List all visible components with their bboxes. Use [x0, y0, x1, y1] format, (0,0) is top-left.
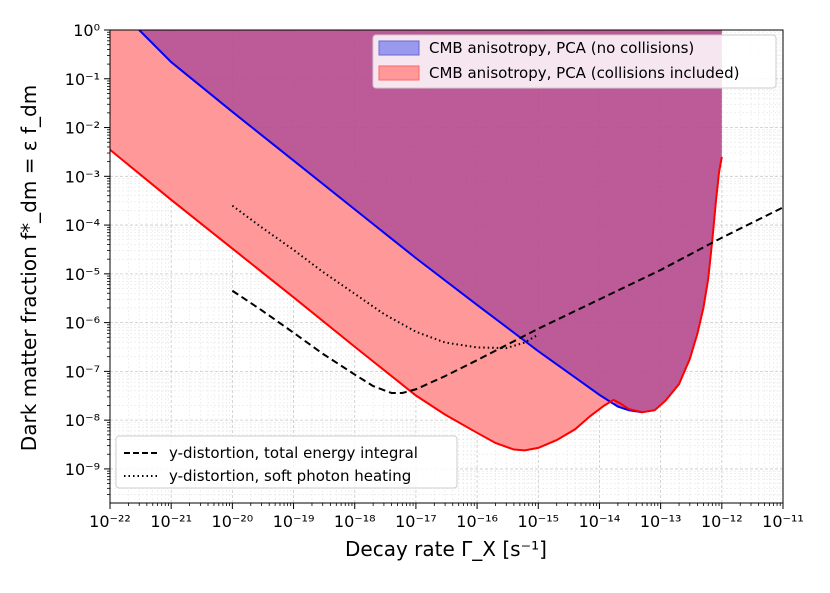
- x-tick-label: 10⁻²⁰: [212, 512, 254, 531]
- y-tick-label: 10⁰: [73, 21, 100, 40]
- y-tick-label: 10⁻²: [65, 119, 100, 138]
- tick-labels: 10⁻²² 10⁻²¹ 10⁻²⁰ 10⁻¹⁹ 10⁻¹⁸ 10⁻¹⁷ 10⁻¹⁶ 10⁻¹⁵…: [65, 21, 804, 531]
- legend-bottom-box: [115, 435, 458, 489]
- x-tick-label: 10⁻¹²: [701, 512, 743, 531]
- x-tick-label: 10⁻¹⁹: [273, 512, 315, 531]
- shaded-regions: [110, 30, 722, 451]
- legend-label-total-energy: y-distortion, total energy integral: [169, 444, 418, 462]
- legend-top: CMB anisotropy, PCA (no collisions) CMB …: [372, 34, 777, 89]
- x-tick-label: 10⁻¹⁴: [579, 512, 621, 531]
- x-tick-label: 10⁻¹⁷: [395, 512, 437, 531]
- region-no-collisions: [139, 30, 722, 413]
- legend-swatch-collisions-included: [378, 65, 420, 81]
- curves: [110, 30, 783, 452]
- x-tick-label: 10⁻²²: [89, 512, 131, 531]
- ticks: [104, 29, 784, 509]
- x-axis-title: Decay rate Γ_X [s⁻¹]: [345, 537, 547, 561]
- line-soft-photon-heating: [231, 204, 539, 350]
- legend-bottom: y-distortion, total energy integral y-di…: [115, 435, 458, 489]
- boundary-no-collisions: [138, 30, 643, 414]
- x-tick-label: 10⁻¹⁸: [334, 512, 376, 531]
- y-tick-label: 10⁻⁴: [65, 216, 100, 235]
- legend-label-no-collisions: CMB anisotropy, PCA (no collisions): [429, 39, 694, 57]
- legend-swatch-no-collisions: [378, 40, 420, 56]
- y-tick-label: 10⁻⁸: [65, 411, 100, 430]
- x-tick-label: 10⁻²¹: [150, 512, 192, 531]
- y-tick-label: 10⁻⁶: [65, 314, 100, 333]
- y-tick-label: 10⁻³: [65, 167, 100, 186]
- plot-frame: [109, 29, 784, 504]
- y-axis-title: Dark matter fraction f*_dm = ε f_dm: [17, 85, 41, 451]
- y-tick-label: 10⁻⁵: [65, 265, 100, 284]
- legend-label-collisions-included: CMB anisotropy, PCA (collisions included…: [429, 64, 739, 82]
- line-total-energy-integral: [231, 206, 783, 395]
- legend-top-box: [372, 34, 777, 89]
- x-tick-label: 10⁻¹⁵: [517, 512, 559, 531]
- region-collisions-included: [110, 30, 616, 451]
- legend-label-soft-photon: y-distortion, soft photon heating: [169, 467, 411, 485]
- x-tick-label: 10⁻¹¹: [762, 512, 804, 531]
- boundary-collisions-included: [110, 148, 723, 452]
- x-tick-label: 10⁻¹³: [640, 512, 682, 531]
- y-tick-label: 10⁻⁷: [65, 362, 100, 381]
- y-tick-label: 10⁻¹: [65, 70, 100, 89]
- y-tick-label: 10⁻⁹: [65, 460, 100, 479]
- x-tick-label: 10⁻¹⁶: [456, 512, 498, 531]
